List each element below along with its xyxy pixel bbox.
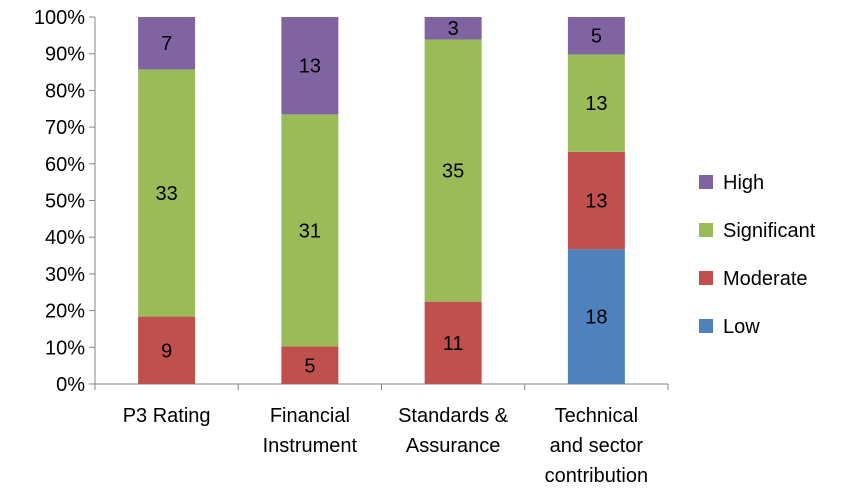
x-category-label: Standards & [398,405,509,427]
y-tick-label: 10% [45,337,85,359]
legend-swatch-high [699,175,713,189]
y-tick-label: 40% [45,227,85,249]
x-category-label: Assurance [406,435,501,457]
bar-segment-significant [138,69,196,317]
data-label: 11 [443,333,464,355]
legend-swatch-low [699,319,713,333]
y-tick-label: 70% [45,117,85,139]
y-tick-label: 60% [45,154,85,176]
legend-swatch-moderate [699,271,713,285]
data-label: 13 [585,93,607,115]
data-label: 3 [448,18,459,40]
bar-segment-significant [281,114,339,347]
data-label: 35 [442,161,464,183]
y-tick-label: 30% [45,264,85,286]
y-tick-label: 50% [45,191,85,213]
bar-segment-significant [424,39,482,302]
y-tick-label: 100% [34,7,85,29]
bar-segment-significant [567,54,625,152]
data-label: 18 [585,307,607,329]
y-tick-label: 20% [45,301,85,323]
bar-segment-low [567,249,625,384]
data-label: 7 [161,33,172,55]
x-category-label: P3 Rating [123,405,211,427]
x-category-label: and sector [550,435,644,457]
legend-label-low: Low [723,316,760,338]
bar-segment-high [281,17,339,115]
bar-segment-moderate [281,346,339,384]
legend-label-significant: Significant [723,220,816,242]
data-label: 13 [585,191,607,213]
bar-segment-high [424,17,482,40]
data-label: 13 [299,56,321,78]
data-label: 31 [299,220,321,242]
data-label: 9 [161,340,172,362]
legend-label-moderate: Moderate [723,268,808,290]
data-label: 33 [156,183,178,205]
bar-segment-high [138,17,196,70]
x-category-label: contribution [545,465,648,487]
x-category-label: Technical [555,405,638,427]
bar-segment-high [567,17,625,55]
data-label: 5 [591,26,602,48]
y-tick-label: 90% [45,44,85,66]
data-label: 5 [304,355,315,377]
y-tick-label: 80% [45,80,85,102]
x-category-label: Instrument [263,435,358,457]
bar-segment-moderate [567,151,625,250]
bar-segment-moderate [138,316,196,384]
x-category-label: Financial [270,405,350,427]
bar-segment-moderate [424,301,482,384]
legend-label-high: High [723,172,764,194]
legend-swatch-significant [699,223,713,237]
y-tick-label: 0% [56,374,85,396]
